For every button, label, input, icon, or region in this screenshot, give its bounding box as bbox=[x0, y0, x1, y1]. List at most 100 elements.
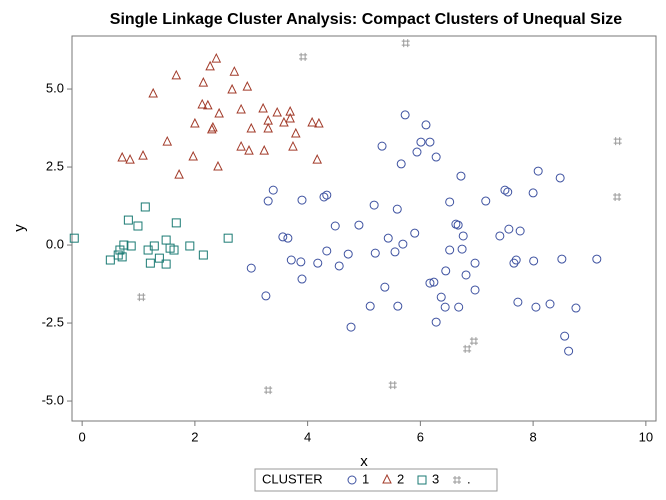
point bbox=[314, 117, 324, 128]
point bbox=[171, 218, 181, 228]
point bbox=[592, 254, 602, 264]
point bbox=[495, 231, 505, 241]
point bbox=[377, 141, 387, 151]
point bbox=[410, 228, 420, 238]
point bbox=[258, 102, 268, 113]
point bbox=[503, 187, 513, 197]
x-tick-label: 0 bbox=[79, 429, 86, 444]
point bbox=[461, 270, 471, 280]
point bbox=[445, 245, 455, 255]
point bbox=[369, 200, 379, 210]
x-tick-label: 4 bbox=[304, 429, 311, 444]
point bbox=[214, 107, 224, 118]
chart-title: Single Linkage Cluster Analysis: Compact… bbox=[110, 11, 623, 28]
legend-label: 3 bbox=[432, 471, 439, 486]
point bbox=[469, 337, 478, 346]
legend-label: 2 bbox=[397, 471, 404, 486]
point bbox=[429, 277, 439, 287]
point bbox=[571, 303, 581, 313]
point bbox=[162, 135, 173, 146]
point bbox=[188, 150, 199, 161]
point bbox=[313, 258, 323, 268]
point bbox=[383, 233, 393, 243]
point bbox=[463, 344, 472, 353]
point bbox=[511, 255, 521, 265]
point bbox=[125, 154, 135, 164]
y-tick-label: 2.5 bbox=[46, 158, 64, 173]
point bbox=[296, 257, 306, 267]
point bbox=[119, 240, 129, 250]
point bbox=[197, 98, 208, 109]
point bbox=[322, 246, 332, 256]
point bbox=[264, 386, 273, 395]
point bbox=[457, 244, 467, 254]
point bbox=[223, 233, 233, 243]
point bbox=[312, 154, 323, 164]
point bbox=[69, 233, 79, 243]
legend-label: 1 bbox=[362, 471, 369, 486]
point bbox=[190, 117, 200, 128]
point bbox=[613, 192, 622, 201]
point bbox=[244, 145, 254, 155]
point bbox=[185, 241, 195, 251]
point bbox=[334, 261, 344, 271]
y-tick-label: 0.0 bbox=[46, 236, 64, 251]
point bbox=[149, 241, 159, 251]
legend-marker bbox=[382, 473, 392, 484]
point bbox=[261, 291, 271, 301]
point bbox=[416, 137, 426, 147]
point bbox=[513, 297, 523, 307]
point bbox=[285, 106, 295, 116]
legend-marker bbox=[453, 476, 461, 484]
point bbox=[211, 52, 222, 63]
point bbox=[290, 127, 301, 138]
point bbox=[227, 83, 237, 94]
point bbox=[229, 66, 240, 76]
point bbox=[401, 39, 410, 48]
point bbox=[425, 278, 435, 288]
point bbox=[445, 197, 455, 207]
point bbox=[206, 123, 217, 134]
point bbox=[138, 149, 148, 160]
point bbox=[242, 81, 253, 91]
point bbox=[453, 220, 463, 230]
point bbox=[148, 87, 158, 98]
point bbox=[236, 103, 246, 114]
point bbox=[259, 145, 270, 155]
point bbox=[140, 202, 150, 212]
point bbox=[105, 255, 115, 265]
point bbox=[400, 110, 410, 120]
point bbox=[263, 196, 273, 206]
point bbox=[365, 301, 375, 311]
point bbox=[198, 250, 208, 260]
point bbox=[307, 116, 317, 127]
point bbox=[613, 137, 622, 146]
point bbox=[161, 235, 171, 245]
point bbox=[171, 69, 182, 80]
legend-label: . bbox=[467, 471, 471, 486]
point bbox=[392, 204, 402, 214]
point bbox=[458, 231, 468, 241]
point bbox=[297, 195, 307, 205]
point bbox=[396, 159, 406, 169]
point bbox=[246, 122, 257, 133]
y-tick-label: 5.0 bbox=[46, 80, 64, 95]
point bbox=[529, 256, 539, 266]
point bbox=[279, 116, 289, 127]
point bbox=[425, 137, 435, 147]
point bbox=[393, 301, 403, 311]
point bbox=[268, 185, 278, 195]
point bbox=[346, 322, 356, 332]
point bbox=[515, 226, 525, 236]
point bbox=[154, 253, 164, 263]
point bbox=[246, 263, 256, 273]
point bbox=[126, 241, 136, 251]
point bbox=[285, 112, 295, 123]
point bbox=[297, 274, 307, 284]
point bbox=[470, 285, 480, 295]
point bbox=[330, 221, 340, 231]
point bbox=[161, 259, 171, 269]
legend-marker bbox=[347, 475, 357, 485]
point bbox=[236, 140, 246, 151]
y-tick-label: -2.5 bbox=[42, 314, 64, 329]
